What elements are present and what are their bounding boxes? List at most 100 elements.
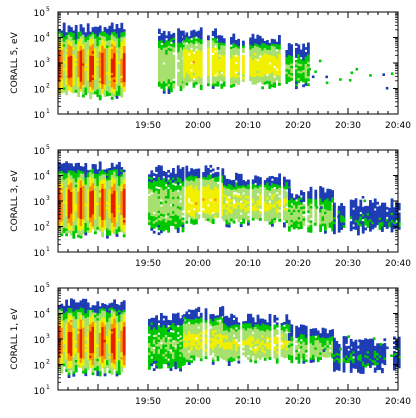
spectrogram-cell	[223, 208, 226, 212]
spectrogram-cell	[110, 49, 114, 52]
spectrogram-cell	[218, 66, 221, 70]
spectrogram-cell	[373, 210, 377, 214]
spectrogram-cell	[108, 189, 112, 193]
spectrogram-cell	[197, 71, 201, 75]
spectrogram-cell	[199, 75, 203, 79]
spectrogram-cell	[164, 196, 168, 199]
spectrogram-cell	[70, 184, 73, 188]
spectrogram-cell	[58, 193, 61, 196]
spectrogram-cell	[378, 224, 382, 228]
spectrogram-cell	[106, 185, 109, 189]
spectrogram-cell	[103, 179, 107, 182]
spectrogram-cell	[207, 69, 210, 72]
spectrogram-cell	[162, 185, 166, 189]
spectrogram-cell	[101, 222, 104, 226]
spectrogram-cell	[204, 182, 208, 185]
spectrogram-cell	[70, 211, 73, 215]
spectrogram-cell	[160, 211, 163, 214]
spectrogram-cell	[225, 198, 229, 201]
spectrogram-cell	[162, 86, 166, 89]
spectrogram-cell	[108, 78, 112, 82]
spectrogram-cell	[185, 196, 189, 200]
spectrogram-cell	[183, 80, 186, 84]
spectrogram-cell	[273, 215, 277, 219]
spectrogram-cell	[65, 41, 68, 45]
spectrogram-cell	[82, 82, 85, 86]
spectrogram-cell	[60, 54, 64, 58]
spectrogram-cell	[77, 82, 80, 85]
spectrogram-cell	[259, 184, 262, 188]
spectrogram-cell	[122, 62, 126, 66]
spectrogram-cell	[74, 179, 78, 183]
spectrogram-cell	[77, 309, 80, 313]
spectrogram-cell	[278, 66, 281, 69]
spectrogram-cell	[72, 337, 76, 341]
spectrogram-cell	[266, 194, 269, 198]
spectrogram-cell	[58, 202, 61, 206]
spectrogram-cell	[65, 342, 68, 346]
spectrogram-cell	[82, 308, 85, 312]
spectrogram-cell	[106, 38, 109, 42]
spectrogram-cell	[74, 321, 78, 325]
spectrogram-cell	[65, 326, 68, 329]
spectrogram-cell	[162, 197, 166, 201]
spectrogram-cell	[179, 69, 183, 72]
spectrogram-cell	[390, 217, 394, 221]
spectrogram-cell	[300, 192, 303, 196]
spectrogram-cell	[172, 37, 176, 41]
spectrogram-cell	[155, 176, 158, 180]
spectrogram-cell	[150, 201, 154, 205]
spectrogram-cell	[234, 52, 238, 55]
spectrogram-cell	[342, 225, 346, 228]
spectrogram-cell	[91, 329, 95, 332]
spectrogram-cell	[251, 77, 255, 80]
spectrogram-cell	[160, 194, 163, 198]
spectrogram-cell	[295, 71, 298, 75]
spectrogram-cell	[183, 37, 186, 41]
spectrogram-cell	[67, 87, 71, 91]
spectrogram-cell	[266, 177, 269, 181]
spectrogram-cell	[167, 184, 170, 188]
spectrogram-cell	[232, 76, 236, 80]
spectrogram-cell	[98, 175, 102, 179]
spectrogram-cell	[113, 36, 116, 40]
spectrogram-cell	[150, 225, 154, 229]
spectrogram-cell	[96, 193, 100, 197]
spectrogram-cell	[58, 321, 61, 325]
spectrogram-cell	[225, 222, 229, 225]
spectrogram-cell	[60, 223, 64, 227]
spectrogram-cell	[118, 56, 121, 60]
spectrogram-cell	[179, 57, 183, 60]
spectrogram-cell	[199, 51, 203, 55]
spectrogram-cell	[187, 69, 191, 73]
spectrogram-cell	[197, 49, 201, 53]
spectrogram-cell	[197, 40, 201, 43]
spectrogram-cell	[106, 93, 109, 97]
spectrogram-cell	[223, 199, 226, 203]
spectrogram-cell	[273, 39, 276, 43]
spectrogram-cell	[278, 83, 281, 86]
spectrogram-cell	[220, 35, 224, 39]
spectrogram-cell	[72, 88, 76, 91]
spectrogram-cell	[79, 362, 83, 366]
spectrogram-cell	[290, 44, 293, 48]
spectrogram-cell	[89, 341, 92, 344]
spectrogram-cell	[287, 52, 291, 56]
spectrogram-cell	[103, 82, 107, 85]
spectrogram-cell	[120, 229, 124, 233]
spectrogram-cell	[96, 39, 100, 42]
spectrogram-cell	[304, 80, 308, 84]
spectrogram-cell	[106, 235, 109, 239]
spectrogram-cell	[67, 85, 71, 89]
spectrogram-cell	[70, 168, 73, 171]
spectrogram-cell	[358, 218, 362, 222]
spectrogram-cell	[115, 86, 119, 90]
spectrogram-cell	[62, 175, 66, 178]
spectrogram-cell	[242, 204, 245, 207]
spectrogram-cell	[302, 46, 305, 49]
spectrogram-cell	[266, 71, 269, 75]
spectrogram-cell	[101, 179, 104, 182]
spectrogram-cell	[174, 224, 178, 227]
spectrogram-cell	[82, 181, 85, 184]
spectrogram-cell	[247, 186, 250, 190]
